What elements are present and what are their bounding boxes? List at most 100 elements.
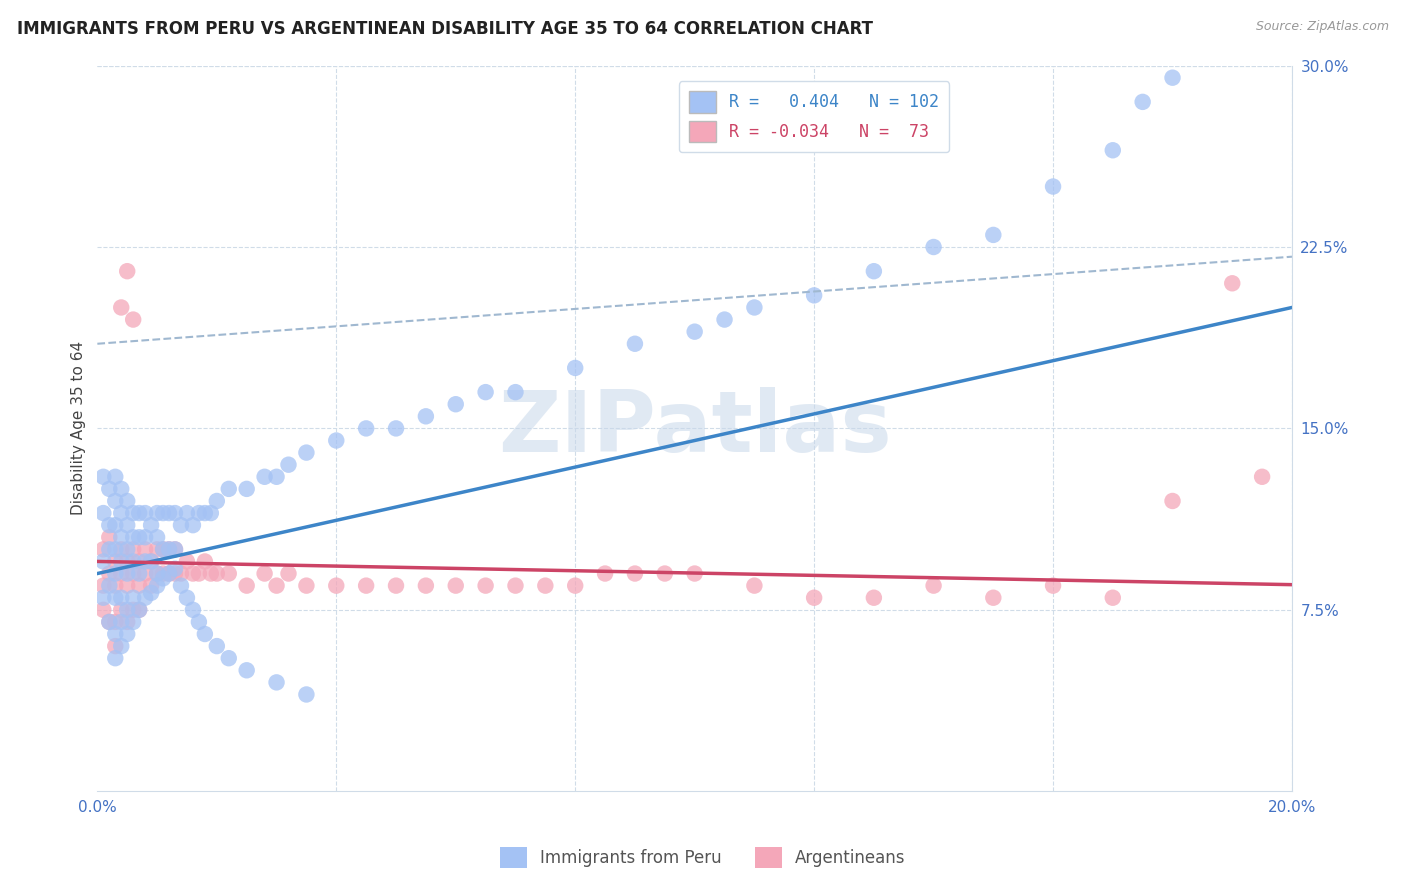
Point bbox=[98, 579, 121, 593]
Point bbox=[110, 639, 132, 653]
Point bbox=[128, 506, 150, 520]
Point bbox=[176, 554, 198, 568]
Point bbox=[134, 542, 156, 557]
Point bbox=[803, 591, 825, 605]
Point bbox=[187, 615, 209, 629]
Point bbox=[139, 586, 162, 600]
Point bbox=[803, 288, 825, 302]
Point bbox=[91, 603, 114, 617]
Point bbox=[128, 603, 150, 617]
Point bbox=[115, 554, 138, 568]
Point bbox=[205, 639, 228, 653]
Point bbox=[385, 421, 408, 435]
Point bbox=[134, 566, 156, 581]
Point bbox=[122, 566, 145, 581]
Point bbox=[1132, 95, 1154, 109]
Text: Source: ZipAtlas.com: Source: ZipAtlas.com bbox=[1256, 20, 1389, 33]
Point bbox=[235, 579, 257, 593]
Point bbox=[295, 445, 318, 459]
Point bbox=[266, 579, 288, 593]
Point bbox=[654, 566, 676, 581]
Point bbox=[505, 385, 527, 400]
Point bbox=[295, 579, 318, 593]
Point bbox=[1101, 143, 1123, 157]
Point bbox=[713, 312, 735, 326]
Point bbox=[115, 579, 138, 593]
Point bbox=[110, 542, 132, 557]
Point bbox=[134, 506, 156, 520]
Point bbox=[744, 301, 766, 315]
Point bbox=[122, 603, 145, 617]
Point bbox=[110, 506, 132, 520]
Point bbox=[152, 542, 174, 557]
Point bbox=[98, 518, 121, 533]
Point bbox=[122, 312, 145, 326]
Point bbox=[122, 554, 145, 568]
Point bbox=[218, 482, 240, 496]
Point bbox=[593, 566, 616, 581]
Point bbox=[1042, 179, 1064, 194]
Point bbox=[922, 240, 945, 254]
Point bbox=[170, 579, 193, 593]
Point bbox=[253, 566, 276, 581]
Point bbox=[104, 639, 127, 653]
Point bbox=[163, 542, 186, 557]
Point bbox=[205, 566, 228, 581]
Point bbox=[624, 566, 647, 581]
Point bbox=[157, 542, 180, 557]
Point bbox=[115, 566, 138, 581]
Point bbox=[157, 566, 180, 581]
Point bbox=[474, 579, 496, 593]
Point bbox=[863, 591, 886, 605]
Point bbox=[157, 542, 180, 557]
Point bbox=[134, 530, 156, 544]
Legend: Immigrants from Peru, Argentineans: Immigrants from Peru, Argentineans bbox=[494, 840, 912, 875]
Point bbox=[91, 470, 114, 484]
Point bbox=[683, 566, 706, 581]
Point bbox=[146, 579, 169, 593]
Point bbox=[122, 542, 145, 557]
Point bbox=[98, 566, 121, 581]
Legend: R =   0.404   N = 102, R = -0.034   N =  73: R = 0.404 N = 102, R = -0.034 N = 73 bbox=[679, 81, 949, 153]
Point bbox=[115, 603, 138, 617]
Point bbox=[235, 663, 257, 677]
Point bbox=[187, 566, 209, 581]
Point bbox=[1161, 494, 1184, 508]
Point bbox=[444, 397, 467, 411]
Point bbox=[200, 506, 222, 520]
Point bbox=[104, 470, 127, 484]
Point bbox=[163, 566, 186, 581]
Point bbox=[277, 458, 299, 472]
Point bbox=[157, 566, 180, 581]
Point bbox=[139, 554, 162, 568]
Point bbox=[863, 264, 886, 278]
Point bbox=[104, 579, 127, 593]
Point bbox=[110, 554, 132, 568]
Point bbox=[104, 518, 127, 533]
Point bbox=[981, 227, 1004, 242]
Point bbox=[624, 336, 647, 351]
Point bbox=[146, 566, 169, 581]
Point bbox=[415, 409, 437, 424]
Point bbox=[104, 615, 127, 629]
Point bbox=[194, 627, 217, 641]
Point bbox=[115, 542, 138, 557]
Point bbox=[295, 688, 318, 702]
Point bbox=[98, 530, 121, 544]
Point bbox=[1042, 579, 1064, 593]
Point bbox=[110, 482, 132, 496]
Point bbox=[91, 506, 114, 520]
Point bbox=[139, 518, 162, 533]
Point bbox=[104, 566, 127, 581]
Point bbox=[110, 603, 132, 617]
Point bbox=[444, 579, 467, 593]
Point bbox=[104, 651, 127, 665]
Point bbox=[564, 360, 586, 375]
Point bbox=[176, 591, 198, 605]
Text: IMMIGRANTS FROM PERU VS ARGENTINEAN DISABILITY AGE 35 TO 64 CORRELATION CHART: IMMIGRANTS FROM PERU VS ARGENTINEAN DISA… bbox=[17, 20, 873, 37]
Point bbox=[163, 562, 186, 576]
Point bbox=[1220, 277, 1243, 291]
Point bbox=[157, 506, 180, 520]
Point bbox=[266, 675, 288, 690]
Point bbox=[505, 579, 527, 593]
